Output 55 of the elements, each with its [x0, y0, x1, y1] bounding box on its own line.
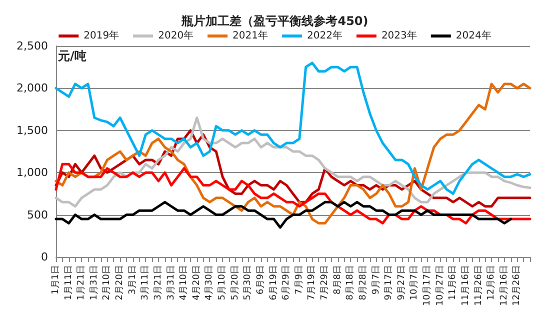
- x-tick-label: 2月10日: [102, 265, 112, 300]
- y-tick-label: 0: [41, 250, 48, 264]
- legend-label: 2019年: [84, 30, 120, 42]
- y-axis-title: 元/吨: [57, 49, 86, 63]
- x-tick-label: 7月19日: [307, 265, 318, 300]
- x-tick-label: 1月11日: [64, 265, 74, 300]
- line-series: [54, 200, 512, 229]
- x-tick-label: 12月26日: [512, 265, 522, 306]
- x-tick-label: 9月7日: [371, 265, 382, 294]
- legend-label: 2022年: [307, 30, 342, 42]
- line-series: [54, 62, 532, 195]
- x-tick-label: 5月30日: [243, 265, 254, 300]
- x-tick-label: 1月1日: [51, 265, 61, 294]
- x-tick-label: 4月20日: [192, 265, 202, 300]
- chart-title: 瓶片加工差（盈亏平衡线参考450): [180, 14, 368, 28]
- y-tick-label: 2,000: [16, 82, 48, 95]
- legend-label: 2024年: [456, 30, 492, 42]
- x-tick-label: 3月21日: [153, 265, 164, 300]
- x-tick-label: 12月16日: [499, 265, 510, 306]
- legend-label: 2023年: [381, 30, 417, 42]
- x-tick-label: 1月21日: [76, 265, 87, 300]
- x-tick-label: 11月16日: [460, 265, 471, 306]
- x-tick-label: 5月10日: [218, 265, 228, 300]
- x-tick-label: 3月31日: [166, 265, 176, 300]
- x-tick-label: 6月9日: [256, 265, 266, 294]
- x-tick-label: 11月26日: [474, 265, 484, 306]
- x-tick-label: 6月29日: [282, 265, 292, 300]
- x-tick-label: 8月28日: [358, 265, 368, 300]
- y-tick-label: 1,000: [16, 166, 48, 180]
- x-tick-label: 5月20日: [230, 265, 240, 300]
- x-tick-label: 3月11日: [140, 265, 151, 300]
- y-tick-label: 2,500: [16, 40, 48, 52]
- y-tick-label: 500: [27, 208, 48, 222]
- x-tick-label: 6月19日: [268, 265, 279, 300]
- legend-label: 2020年: [158, 30, 194, 42]
- x-tick-label: 12月6日: [486, 265, 497, 300]
- x-tick-label: 11月6日: [448, 265, 458, 300]
- x-tick-label: 4月30日: [204, 265, 215, 300]
- legend-label: 2021年: [232, 30, 268, 42]
- x-tick-label: 9月17日: [384, 265, 394, 300]
- x-tick-label: 8月8日: [332, 265, 343, 294]
- x-tick-label: 8月18日: [346, 265, 356, 300]
- x-tick-label: 4月10日: [179, 265, 190, 300]
- line-series: [54, 82, 532, 224]
- x-tick-label: 9月27日: [396, 265, 407, 300]
- x-tick-label: 1月31日: [89, 265, 100, 300]
- line-series: [54, 162, 532, 224]
- x-tick-label: 3月1日: [128, 265, 138, 294]
- y-tick-label: 1,500: [16, 124, 48, 137]
- x-tick-label: 2月20日: [115, 265, 126, 300]
- x-tick-label: 7月29日: [320, 265, 330, 300]
- x-tick-label: 7月9日: [294, 265, 304, 294]
- x-tick-label: 10月17日: [422, 265, 433, 306]
- x-tick-label: 10月7日: [410, 265, 420, 300]
- x-tick-label: 10月27日: [435, 265, 446, 306]
